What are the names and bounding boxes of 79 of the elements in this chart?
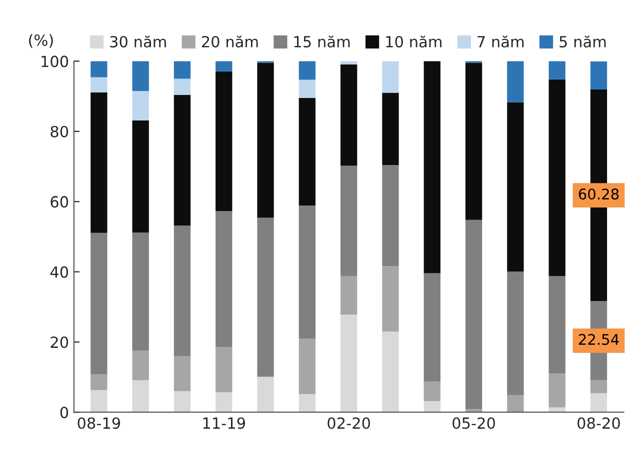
x-tick-label: 02-20 [328,417,370,429]
bar [424,273,440,382]
bar [465,62,482,220]
bar [174,61,191,79]
bar [90,77,108,92]
bar [548,79,566,276]
legend-label: 7 năm [478,36,524,48]
bar [298,80,316,98]
bar [132,380,149,412]
legend-label: 20 năm [202,36,258,48]
legend-label: 10 năm [386,36,442,48]
bar [340,276,358,315]
bar [507,395,524,412]
bar [590,393,608,412]
bar [216,61,232,72]
bar [548,61,566,80]
bar [174,78,191,95]
x-tick-label: 05-20 [452,417,495,429]
bar [382,61,399,93]
bar [382,165,399,266]
bar [132,350,149,380]
bar [382,92,399,166]
bar [216,347,232,392]
bar [132,90,149,120]
bar [174,94,191,226]
bar [548,276,566,374]
bar [298,205,316,339]
bar [298,338,316,394]
bar [174,225,191,356]
y-tick-label: 80 [50,126,68,138]
bar [465,220,482,410]
bar [507,61,524,102]
bar [216,392,232,412]
bar [90,374,108,390]
bar [216,71,232,212]
bar [507,102,524,272]
bar [548,374,566,408]
bar [507,271,524,396]
bar [90,232,108,374]
x-tick-label: 08-19 [78,417,120,429]
legend-label: 30 năm [110,36,166,48]
bar [340,314,358,412]
bar [132,120,149,232]
bar [298,394,316,412]
data-label: 22.54 [578,334,619,345]
bar [424,61,440,274]
data-label: 60.28 [578,188,619,200]
bar [216,211,232,348]
bar [382,266,399,332]
bar [90,61,108,78]
y-axis-title: (%) [29,34,53,48]
x-tick-label: 11-19 [203,417,246,429]
x-tick-label: 08-20 [578,417,620,429]
legend-label: 15 năm [294,36,350,48]
y-tick-label: 0 [60,406,68,418]
bar [90,390,108,412]
y-tick-label: 20 [50,336,68,348]
bar [340,61,358,64]
bar [132,61,149,91]
bar [340,64,358,166]
y-tick-label: 60 [50,196,68,208]
y-tick-label: 40 [50,266,68,278]
bar [257,376,274,412]
legend-label: 5 năm [560,36,606,48]
bar [257,62,274,218]
bar [590,61,608,90]
bar [90,92,108,233]
bar [424,400,440,412]
bar [424,382,440,401]
bar [257,218,274,377]
bar [590,380,608,394]
bar [298,98,316,206]
bar [382,331,399,412]
y-tick-label: 100 [42,56,68,68]
bar [174,391,191,412]
bar [340,166,358,276]
bar [132,232,149,350]
bar [174,356,191,392]
bar [298,61,316,80]
